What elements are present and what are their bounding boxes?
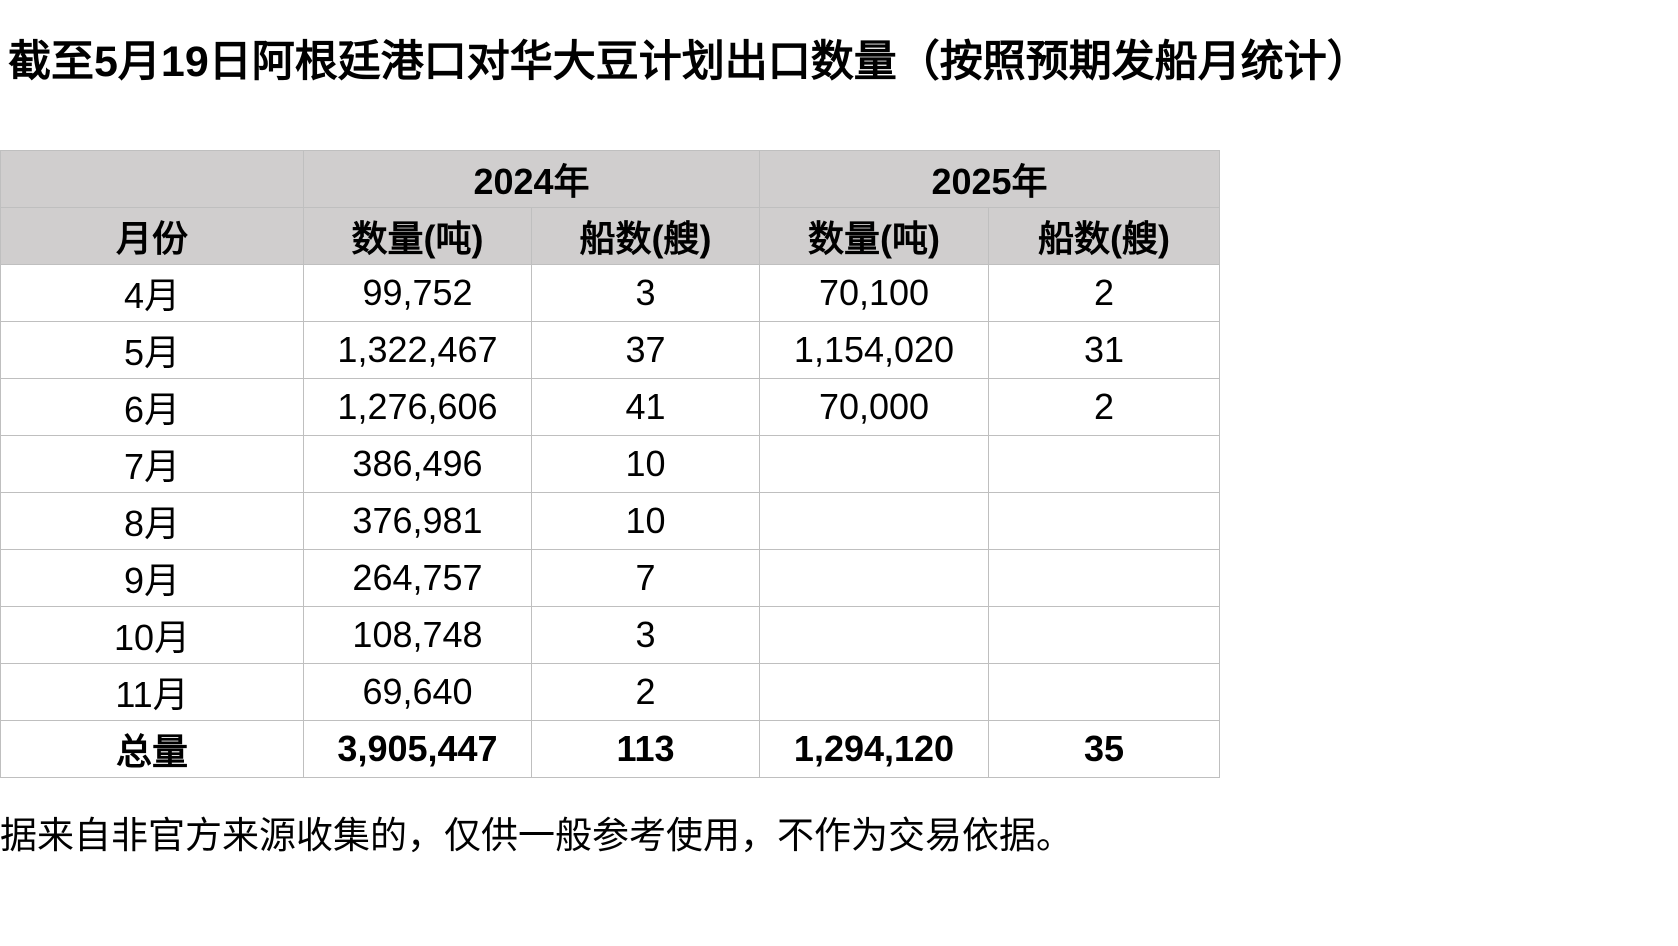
month-cell: 9月 <box>0 549 304 607</box>
year-header-2024: 2024年 <box>303 150 760 208</box>
ships-2024-cell: 3 <box>531 264 760 322</box>
total-label-cell: 总量 <box>0 720 304 778</box>
ships-2024-cell: 3 <box>531 606 760 664</box>
qty-2024-cell: 1,276,606 <box>303 378 532 436</box>
table-row: 8月 376,981 10 <box>0 492 1220 550</box>
month-cell: 8月 <box>0 492 304 550</box>
total-ships-2024-cell: 113 <box>531 720 760 778</box>
qty-2024-cell: 264,757 <box>303 549 532 607</box>
ships-2025-cell <box>988 606 1220 664</box>
ships-2025-cell: 2 <box>988 264 1220 322</box>
ships-2024-cell: 2 <box>531 663 760 721</box>
qty-2025-cell <box>759 606 989 664</box>
qty-2024-cell: 99,752 <box>303 264 532 322</box>
qty-2024-cell: 69,640 <box>303 663 532 721</box>
ships-2025-cell <box>988 435 1220 493</box>
total-ships-2025-cell: 35 <box>988 720 1220 778</box>
qty-2025-cell: 1,154,020 <box>759 321 989 379</box>
ships-2024-cell: 37 <box>531 321 760 379</box>
table-body: 4月 99,752 3 70,100 2 5月 1,322,467 37 1,1… <box>0 264 1220 721</box>
year-header-row: 2024年 2025年 <box>0 150 1220 208</box>
year-header-2025: 2025年 <box>759 150 1220 208</box>
qty-2025-cell <box>759 492 989 550</box>
column-header-ships-2024: 船数(艘) <box>531 207 760 265</box>
column-header-qty-2024: 数量(吨) <box>303 207 532 265</box>
ships-2025-cell: 2 <box>988 378 1220 436</box>
qty-2024-cell: 376,981 <box>303 492 532 550</box>
total-qty-2025-cell: 1,294,120 <box>759 720 989 778</box>
qty-2025-cell <box>759 663 989 721</box>
month-cell: 4月 <box>0 264 304 322</box>
month-cell: 7月 <box>0 435 304 493</box>
column-header-row: 月份 数量(吨) 船数(艘) 数量(吨) 船数(艘) <box>0 207 1220 265</box>
page-title: 截至5月19日阿根廷港口对华大豆计划出口数量（按照预期发船月统计） <box>8 38 1370 86</box>
month-cell: 6月 <box>0 378 304 436</box>
total-row: 总量 3,905,447 113 1,294,120 35 <box>0 720 1220 778</box>
qty-2025-cell: 70,100 <box>759 264 989 322</box>
table-row: 4月 99,752 3 70,100 2 <box>0 264 1220 322</box>
export-data-table: 2024年 2025年 月份 数量(吨) 船数(艘) 数量(吨) 船数(艘) 4… <box>0 150 1220 778</box>
column-header-qty-2025: 数量(吨) <box>759 207 989 265</box>
qty-2025-cell <box>759 435 989 493</box>
table-row: 6月 1,276,606 41 70,000 2 <box>0 378 1220 436</box>
ships-2024-cell: 10 <box>531 435 760 493</box>
column-header-month: 月份 <box>0 207 304 265</box>
disclaimer-note: 据来自非官方来源收集的，仅供一般参考使用，不作为交易依据。 <box>0 815 1073 856</box>
corner-blank-cell <box>0 150 304 208</box>
ships-2025-cell: 31 <box>988 321 1220 379</box>
qty-2025-cell <box>759 549 989 607</box>
table-row: 7月 386,496 10 <box>0 435 1220 493</box>
column-header-ships-2025: 船数(艘) <box>988 207 1220 265</box>
qty-2024-cell: 108,748 <box>303 606 532 664</box>
month-cell: 11月 <box>0 663 304 721</box>
qty-2025-cell: 70,000 <box>759 378 989 436</box>
qty-2024-cell: 386,496 <box>303 435 532 493</box>
ships-2024-cell: 7 <box>531 549 760 607</box>
table-row: 5月 1,322,467 37 1,154,020 31 <box>0 321 1220 379</box>
month-cell: 5月 <box>0 321 304 379</box>
table-row: 11月 69,640 2 <box>0 663 1220 721</box>
total-qty-2024-cell: 3,905,447 <box>303 720 532 778</box>
qty-2024-cell: 1,322,467 <box>303 321 532 379</box>
table-row: 9月 264,757 7 <box>0 549 1220 607</box>
ships-2025-cell <box>988 549 1220 607</box>
table-header: 2024年 2025年 月份 数量(吨) 船数(艘) 数量(吨) 船数(艘) <box>0 150 1220 265</box>
ships-2024-cell: 41 <box>531 378 760 436</box>
ships-2024-cell: 10 <box>531 492 760 550</box>
table-footer: 总量 3,905,447 113 1,294,120 35 <box>0 720 1220 778</box>
month-cell: 10月 <box>0 606 304 664</box>
table-row: 10月 108,748 3 <box>0 606 1220 664</box>
ships-2025-cell <box>988 663 1220 721</box>
ships-2025-cell <box>988 492 1220 550</box>
